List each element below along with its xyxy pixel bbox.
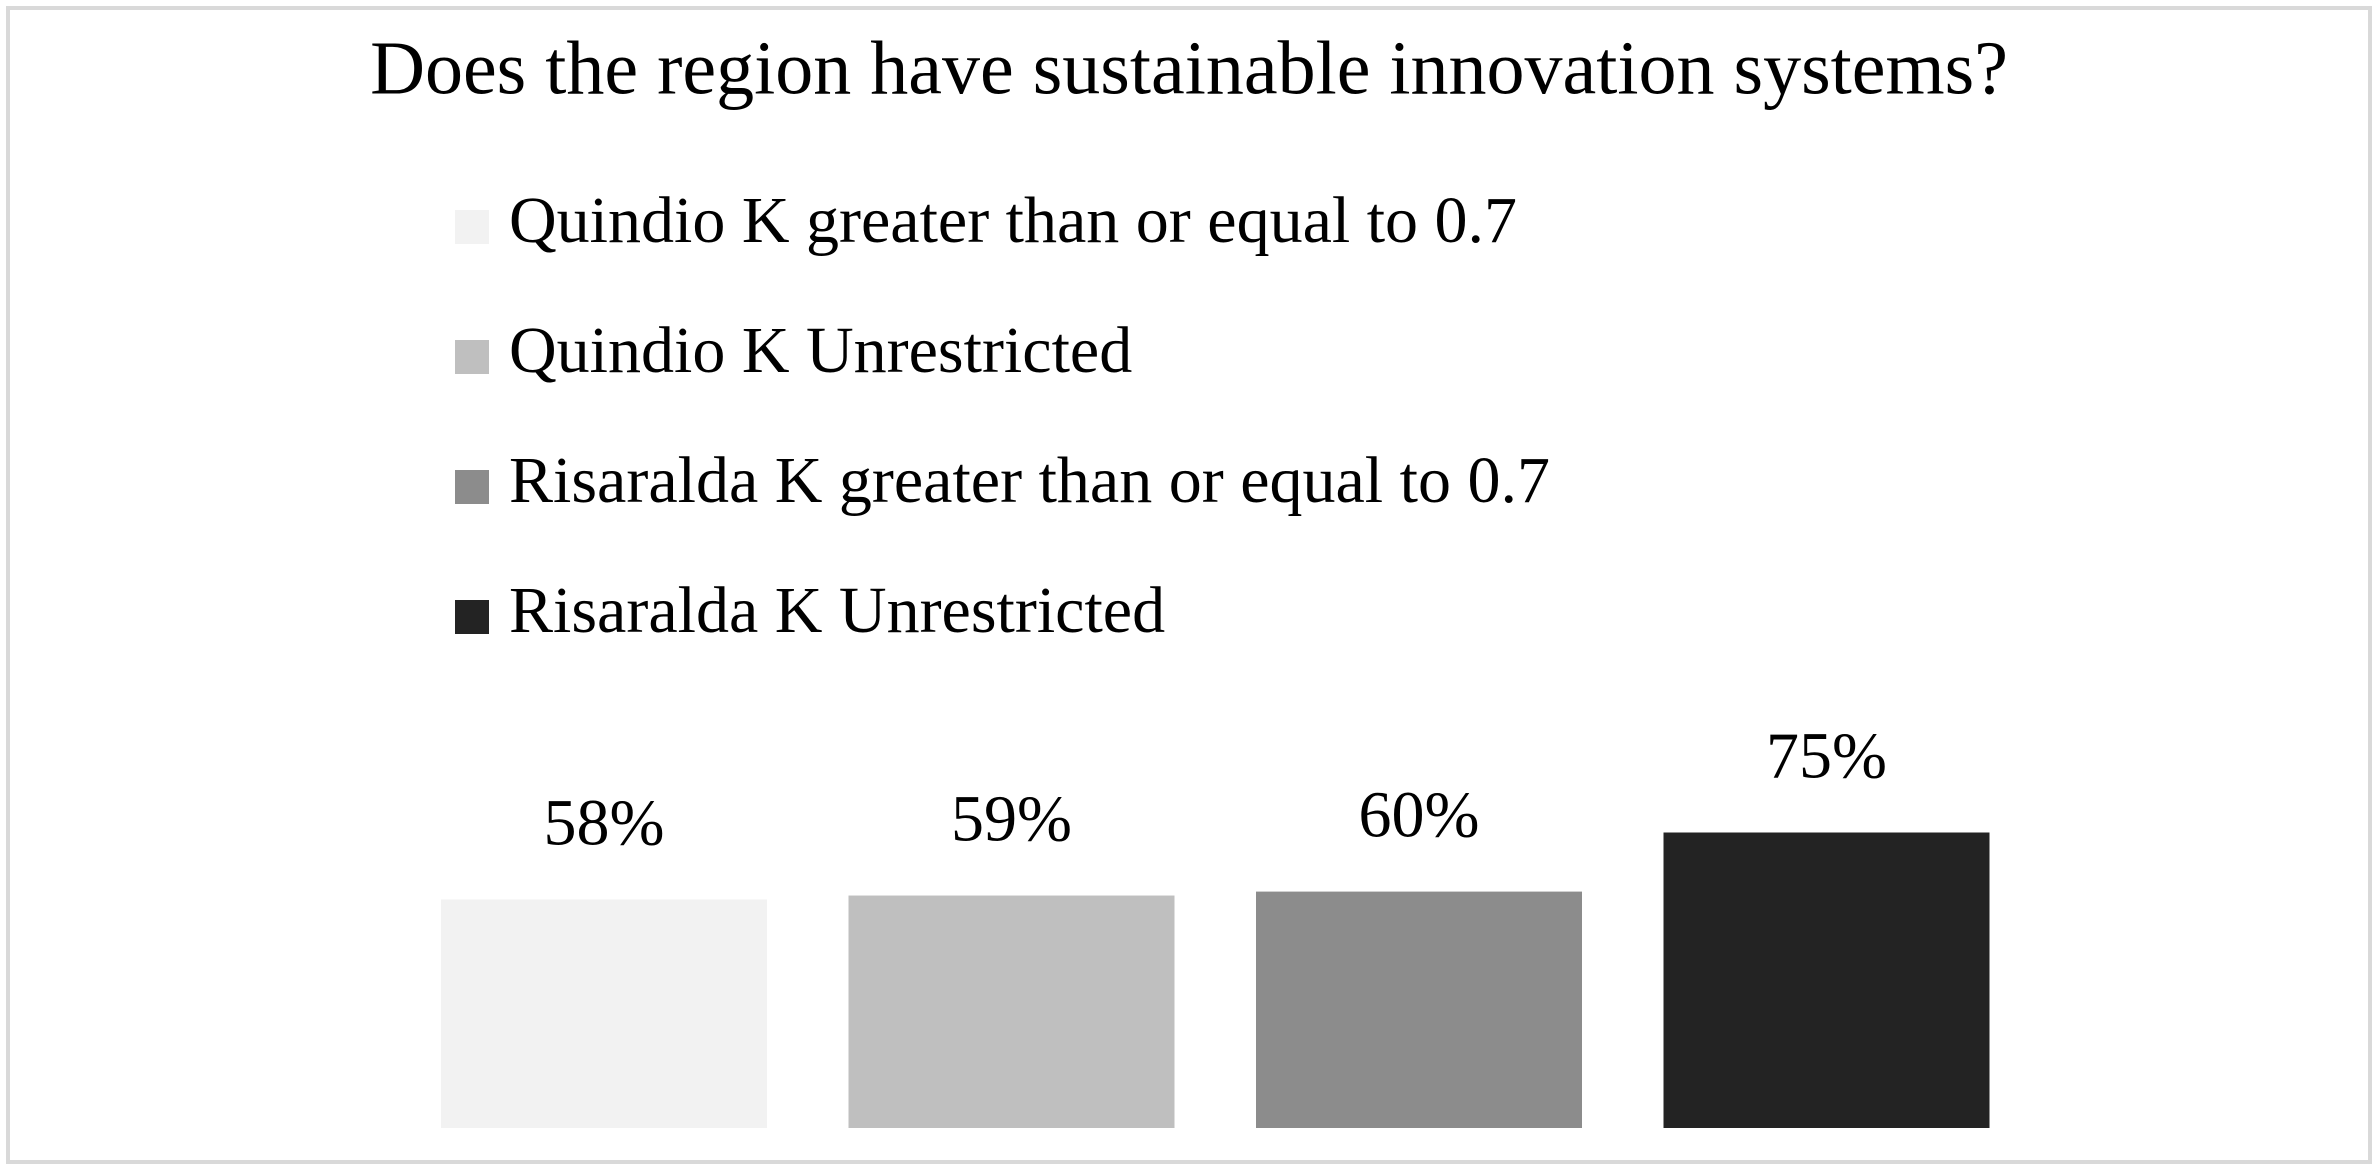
legend-swatch <box>455 470 489 504</box>
bar <box>1256 891 1582 1128</box>
bar <box>1663 832 1990 1128</box>
data-label: 75% <box>1766 720 1887 793</box>
chart-border <box>6 6 2372 1164</box>
bar <box>441 899 767 1128</box>
legend-swatch <box>455 340 489 374</box>
chart-title: Does the region have sustainable innovat… <box>370 26 2008 110</box>
legend-swatch <box>455 210 489 244</box>
legend-label: Risaralda K greater than or equal to 0.7 <box>509 444 1550 517</box>
data-label: 60% <box>1359 779 1480 852</box>
legend-label: Risaralda K Unrestricted <box>509 574 1165 647</box>
data-label: 59% <box>951 783 1072 856</box>
legend-swatch <box>455 600 489 634</box>
legend-label: Quindio K greater than or equal to 0.7 <box>509 184 1517 257</box>
bar <box>848 895 1175 1128</box>
legend-label: Quindio K Unrestricted <box>509 314 1132 387</box>
data-label: 58% <box>544 787 665 860</box>
